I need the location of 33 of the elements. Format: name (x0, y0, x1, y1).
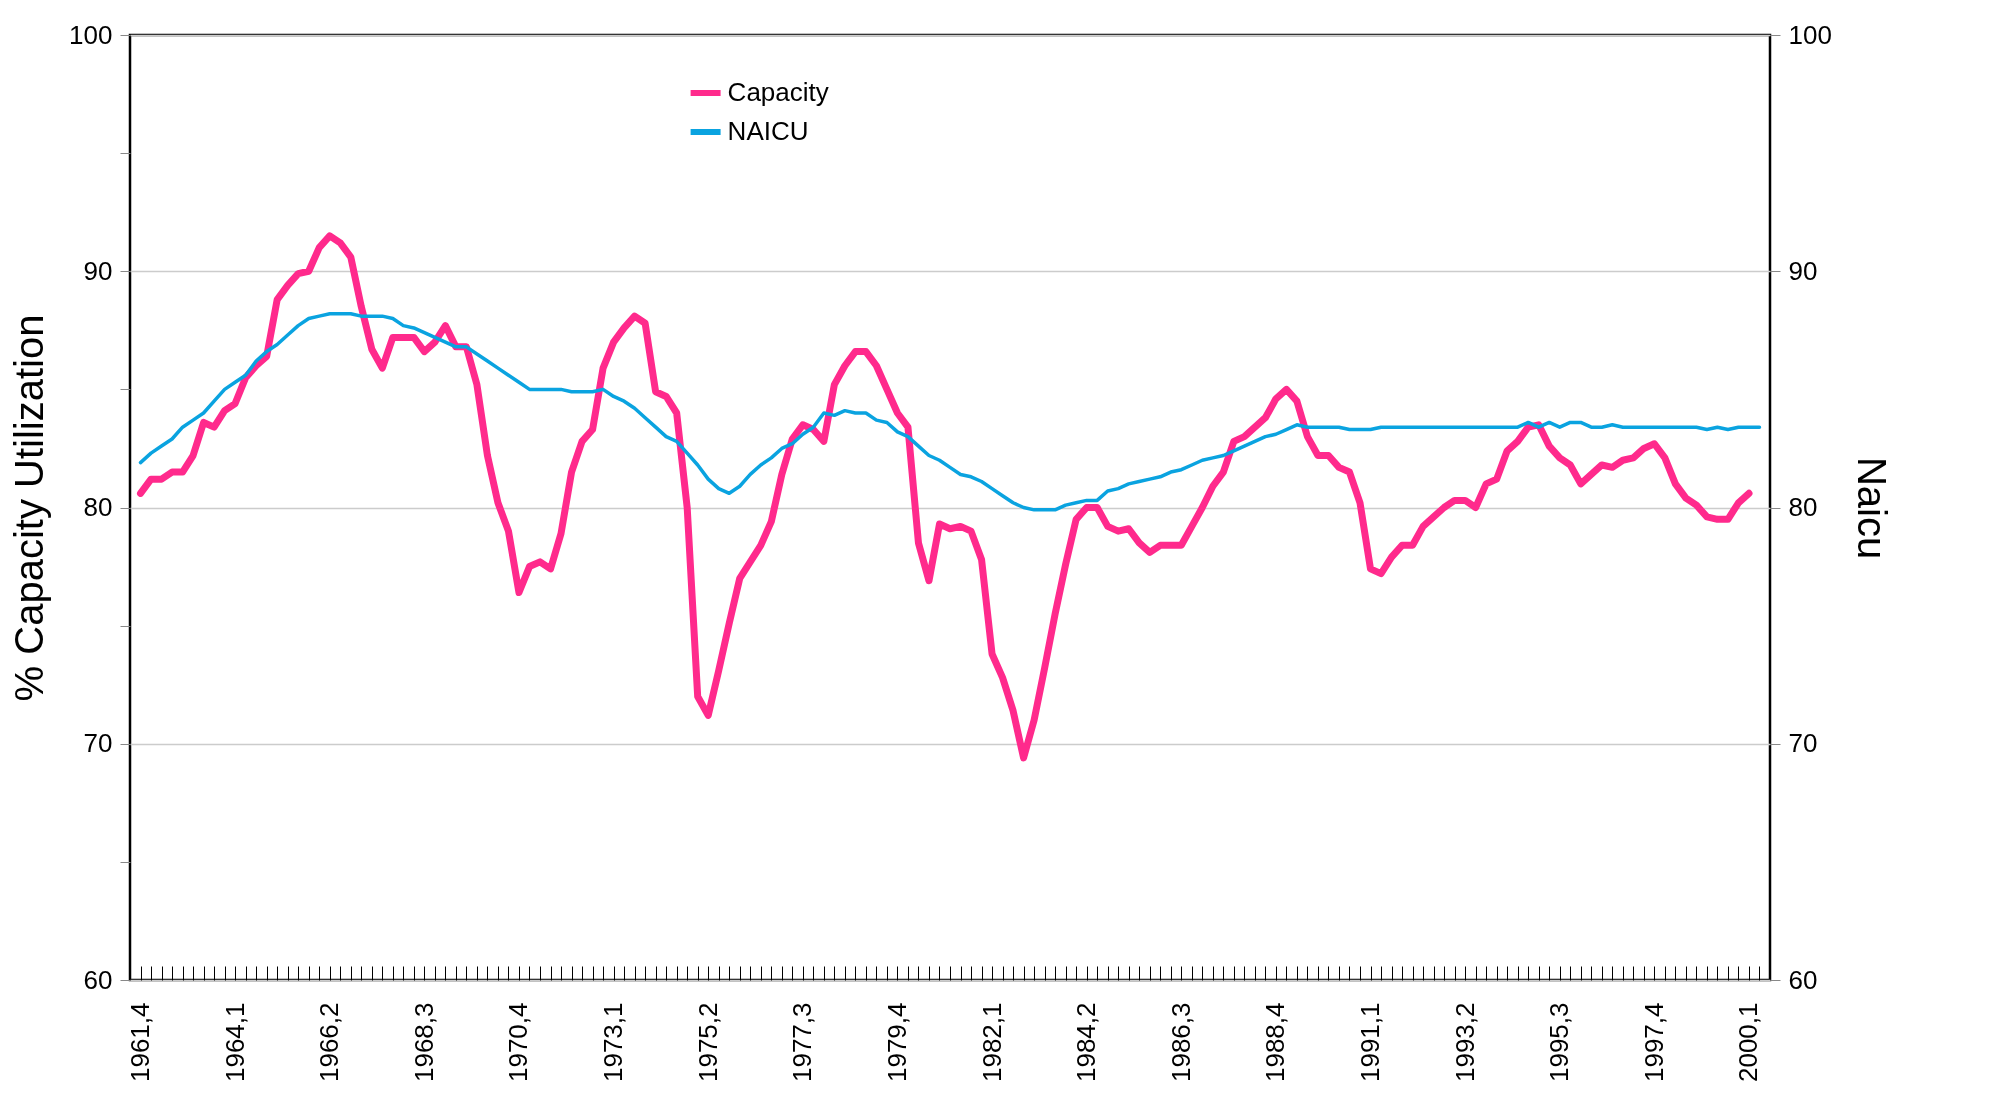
y2-tick-label: 60 (1788, 964, 1818, 995)
x-tick-label: 1993,2 (1449, 1002, 1480, 1083)
legend-label: Capacity (727, 77, 829, 107)
x-tick-label: 1979,4 (881, 1002, 912, 1083)
y2-tick-label: 90 (1788, 255, 1818, 286)
y-tick-label: 100 (69, 19, 113, 50)
line-series (138, 312, 1762, 512)
x-tick-label: 1961,4 (125, 1002, 156, 1083)
x-tick-label: 1984,2 (1071, 1002, 1102, 1083)
y2-tick-label: 80 (1788, 492, 1818, 522)
x-tick-label: 2000,1 (1733, 1002, 1764, 1083)
y-tick-label: 60 (83, 964, 113, 995)
y-tick-label: 90 (83, 255, 113, 286)
x-tick-label: 1964,1 (219, 1002, 250, 1083)
legend-label: NAICU (727, 116, 809, 146)
y-axis-title: % Capacity Utilization (7, 314, 52, 702)
y-tick-label: 70 (83, 728, 113, 759)
x-tick-label: 1966,2 (314, 1002, 345, 1083)
x-tick-label: 1968,3 (408, 1002, 439, 1083)
x-tick-label: 1995,3 (1544, 1002, 1575, 1083)
x-tick-label: 1982,1 (976, 1002, 1007, 1083)
y2-tick-label: 70 (1788, 728, 1818, 759)
x-tick-label: 1991,1 (1355, 1002, 1386, 1083)
y2-axis-title: Naicu (1849, 456, 1894, 560)
x-tick-label: 1997,4 (1638, 1002, 1669, 1083)
x-tick-label: 1975,2 (692, 1002, 723, 1083)
x-tick-label: 1977,3 (787, 1002, 818, 1083)
x-tick-label: 1986,3 (1165, 1002, 1196, 1083)
y2-tick-label: 100 (1788, 19, 1832, 50)
x-tick-label: 1970,4 (503, 1002, 534, 1083)
x-tick-label: 1988,4 (1260, 1002, 1291, 1083)
y-tick-label: 80 (83, 492, 113, 522)
x-tick-label: 1973,1 (598, 1002, 629, 1083)
